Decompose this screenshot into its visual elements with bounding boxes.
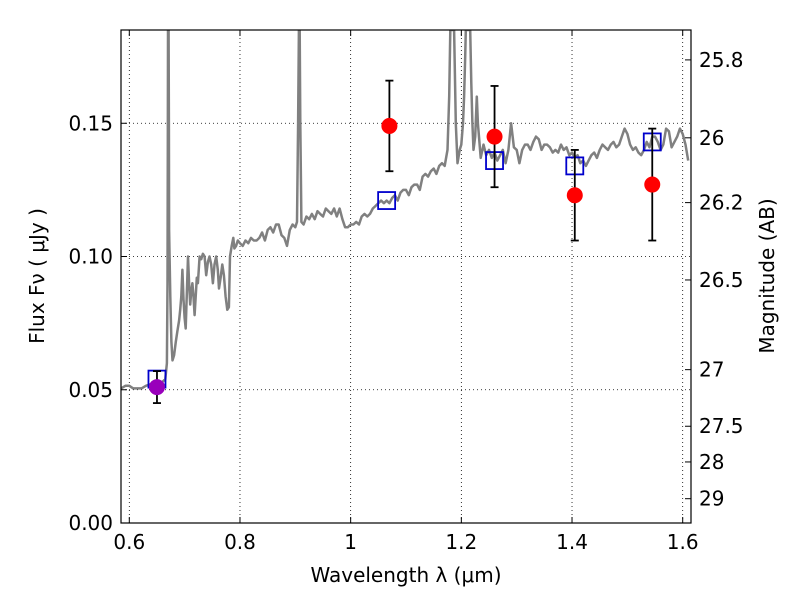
y-axis-ticks: 0.00 0.05 0.10 0.15: [68, 111, 127, 535]
right-tick-label: 29: [699, 487, 724, 511]
observed-point: [644, 176, 661, 193]
right-tick-label: 28: [699, 450, 724, 474]
y-tick-label: 0.05: [68, 378, 113, 402]
right-tick-label: 27.5: [699, 414, 744, 438]
right-axis-label: Magnitude (AB): [755, 198, 779, 353]
observed-point: [566, 187, 583, 204]
x-tick-label: 1.4: [556, 530, 588, 554]
observed-point: [381, 117, 398, 134]
plot-frame: [120, 29, 692, 524]
y-tick-label: 0.10: [68, 245, 113, 269]
y-tick-label: 0.15: [68, 111, 113, 135]
y-tick-label: 0.00: [68, 511, 113, 535]
observed-points: [148, 79, 661, 404]
model-spectrum: [121, 30, 690, 390]
right-tick-label: 25.8: [699, 48, 744, 72]
model-photometry-square: [377, 191, 397, 210]
x-tick-label: 0.6: [113, 530, 145, 554]
y-axis-label: Flux Fν ( μJy ): [25, 208, 49, 344]
x-tick-label: 1: [344, 530, 357, 554]
spectrum-line: [121, 30, 690, 390]
x-axis-label: Wavelength λ (μm): [310, 563, 501, 587]
observed-point: [148, 379, 165, 396]
model-photometry: [147, 132, 662, 389]
right-tick-label: 27: [699, 358, 724, 382]
x-axis-ticks: 0.6 0.8 1 1.2 1.4 1.6: [113, 30, 699, 554]
x-tick-label: 0.8: [224, 530, 256, 554]
x-tick-label: 1.2: [445, 530, 477, 554]
observed-point: [486, 128, 503, 145]
right-tick-label: 26.5: [699, 268, 744, 292]
gridlines: [121, 30, 691, 523]
right-tick-label: 26.2: [699, 191, 744, 215]
right-tick-label: 26: [699, 126, 724, 150]
right-axis-ticks: 25.8 26 26.2 26.5 27 27.5 28 29: [685, 48, 744, 511]
x-tick-label: 1.6: [667, 530, 699, 554]
